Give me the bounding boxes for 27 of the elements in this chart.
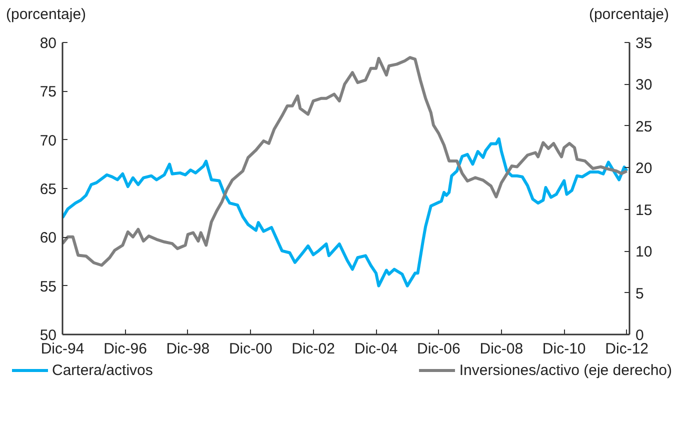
y2-tick-label: 15 [636,202,652,219]
x-tick-label: Dic-04 [354,340,398,358]
line-series [62,56,628,267]
x-tick-label: Dic-96 [104,340,147,358]
y-tick-label: 60 [40,230,57,247]
x-tick-label: Dic-06 [417,340,460,358]
y2-tick-label: 20 [636,160,652,178]
y-tick-label: 65 [40,181,57,198]
x-tick-label: Dic-02 [292,340,335,358]
y2-tick-label: 35 [636,35,652,52]
y2-axis-title: (porcentaje) [588,5,669,25]
line-series [62,137,628,288]
y-tick-label: 75 [40,84,57,101]
y-tick-label: 55 [40,278,57,296]
legend-label: Cartera/activos [52,361,153,381]
x-tick-label: Dic-08 [480,340,524,358]
y-tick-label: 70 [40,132,57,150]
legend-label: Inversiones/activo (eje derecho) [459,361,672,381]
y2-tick-label: 25 [636,118,652,136]
y2-tick-label: 30 [636,76,652,94]
y-axis-title: (porcentaje) [6,5,86,25]
y-tick-label: 80 [40,35,57,52]
y2-tick-label: 10 [636,244,652,261]
x-tick-label: Dic-00 [228,340,272,358]
y2-tick-label: 5 [636,285,644,302]
x-tick-label: Dic-98 [166,340,210,358]
x-tick-label: Dic-10 [542,340,586,358]
